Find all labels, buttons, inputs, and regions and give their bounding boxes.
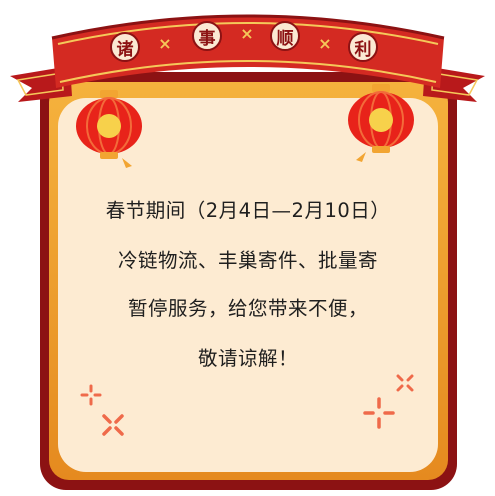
notice-line-1: 春节期间（2月4日—2月10日） (105, 199, 391, 222)
banner-char-2: 事 (192, 21, 222, 51)
notice-paper (58, 98, 438, 472)
banner-ribbon (10, 14, 485, 102)
banner-separator-1: × (158, 34, 172, 53)
lantern-icon (348, 84, 414, 162)
banner-char-1: 诸 (110, 32, 140, 62)
sparkle-icon (80, 384, 102, 406)
notice-line-4: 敬请谅解！ (197, 347, 298, 370)
notice-line-2: 冷链物流、丰巢寄件、批量寄 (117, 249, 378, 272)
banner-char-3: 顺 (270, 21, 300, 51)
sparkle-icon (102, 414, 124, 436)
lantern-icon (76, 90, 142, 168)
notice-line-3: 暂停服务，给您带来不便， (127, 297, 368, 320)
sparkle-icon (396, 374, 414, 392)
banner-char-4: 利 (348, 32, 378, 62)
banner-separator-2: × (240, 24, 254, 43)
sparkle-icon (363, 397, 395, 429)
banner-separator-3: × (318, 34, 332, 53)
